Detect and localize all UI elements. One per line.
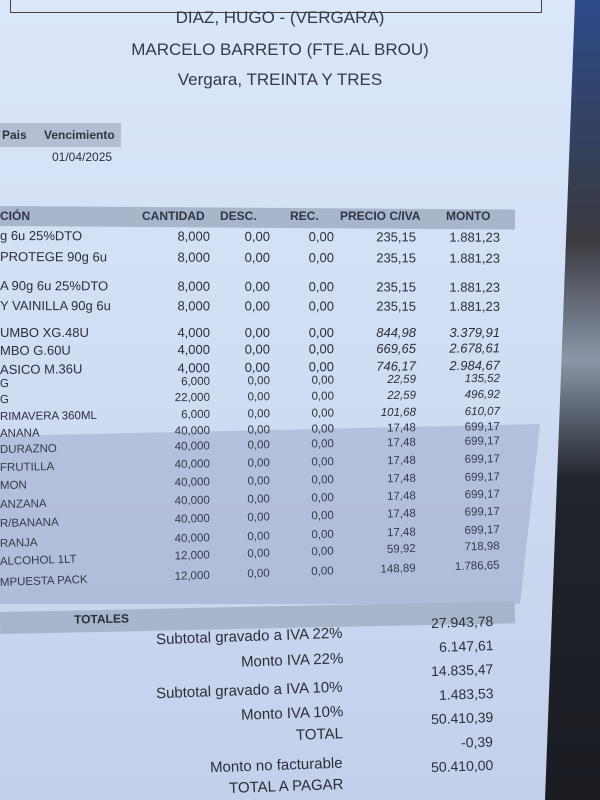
cell-desc: g 6u 25%DTO [0, 228, 83, 244]
totals-title: TOTALES [73, 611, 130, 627]
cell-rec: 0,00 [308, 341, 335, 357]
cell-rec: 0,00 [308, 359, 335, 375]
cell-qty: 8,000 [177, 298, 211, 314]
cell-desc: PROTEGE 90g 6u [0, 249, 107, 265]
cell-price: 235,15 [376, 250, 417, 266]
col-cantidad: CANTIDAD [142, 209, 205, 223]
cell-qty: 8,000 [177, 249, 211, 265]
cell-rec: 0,00 [308, 250, 335, 266]
cell-desc: UMBO XG.48U [0, 325, 89, 340]
cell-qty: 6,000 [181, 375, 211, 389]
cell-qty: 8,000 [177, 278, 211, 294]
cell-dsc: 0,00 [244, 228, 271, 244]
customer-city: Vergara, TREINTA Y TRES [177, 70, 383, 89]
totals-label: TOTAL A PAGAR [228, 776, 344, 797]
cell-amt: 496,92 [464, 388, 501, 402]
cell-rec: 0,00 [311, 407, 335, 420]
cell-dsc: 0,00 [244, 325, 270, 340]
cell-price: 235,15 [376, 279, 417, 295]
table-row: PROTEGE 90g 6u 8,000 0,00 0,00 235,15 1.881,2… [0, 249, 520, 269]
totals-value: 14.835,47 [430, 660, 494, 680]
cell-dsc: 0,00 [244, 298, 271, 314]
header-box [10, 0, 542, 13]
cell-dsc: 0,00 [247, 375, 271, 388]
cell-dsc: 0,00 [244, 249, 271, 265]
cell-price: 235,15 [376, 298, 417, 314]
table-row: UMBO XG.48U 4,000 0,00 0,00 844,98 3.379,91 [0, 325, 520, 343]
cell-price: 669,65 [376, 340, 417, 357]
cell-amt: 1.881,23 [449, 298, 501, 314]
cell-price: 235,15 [376, 229, 417, 245]
col-desc: DESC. [220, 209, 257, 223]
cell-amt: 610,07 [464, 405, 501, 419]
cell-rec: 0,00 [308, 325, 334, 340]
cell-qty: 4,000 [177, 360, 211, 376]
cell-desc: G [0, 377, 9, 390]
cell-amt: 1.881,23 [449, 279, 501, 295]
cell-dsc: 0,00 [247, 391, 271, 404]
cell-qty: 4,000 [177, 341, 211, 358]
cell-desc: ASICO M.36U [0, 361, 83, 377]
col-descripcion: CIÓN [0, 209, 30, 223]
table-row: A 90g 6u 25%DTO 8,000 0,00 0,00 235,15 1.881,… [0, 278, 520, 298]
cell-qty: 6,000 [181, 408, 211, 422]
pais-label: Pais [0, 123, 38, 147]
cell-dsc: 0,00 [247, 408, 271, 421]
totals-label: Subtotal gravado a IVA 10% [156, 678, 344, 703]
customer-name: DIAZ, HUGO - (VERGARA) [175, 8, 385, 27]
col-rec: REC. [290, 209, 319, 223]
customer-address: MARCELO BARRETO (FTE.AL BROU) [131, 40, 429, 59]
cell-amt: 1.881,23 [449, 229, 501, 245]
cell-desc: MBO G.60U [0, 342, 71, 358]
cell-amt: 2.984,67 [449, 357, 501, 374]
cell-amt: 3.379,91 [449, 325, 500, 340]
cell-price: 844,98 [376, 325, 416, 340]
cell-rec: 0,00 [308, 298, 335, 314]
cell-amt: 135,52 [464, 372, 501, 386]
col-precio: PRECIO C/IVA [340, 209, 421, 223]
totals-value: 27.943,78 [430, 612, 494, 632]
cell-desc: G [0, 393, 9, 406]
totals-label: Monto IVA 22% [240, 650, 344, 671]
cell-qty: 8,000 [177, 228, 211, 244]
table-row: Y VAINILLA 90g 6u 8,000 0,00 0,00 235,15 1.88… [0, 298, 520, 317]
cell-desc: A 90g 6u 25%DTO [0, 278, 109, 294]
totals-value: 50.410,39 [430, 708, 494, 728]
cell-price: 22,59 [387, 389, 417, 402]
cell-dsc: 0,00 [244, 359, 271, 375]
cell-qty: 22,000 [174, 391, 211, 405]
cell-rec: 0,00 [311, 374, 335, 387]
vencimiento-date: 01/04/2025 [52, 150, 113, 164]
cell-rec: 0,00 [311, 390, 335, 403]
table-row: g 6u 25%DTO 8,000 0,00 0,00 235,15 1.881,23 [0, 228, 520, 248]
cell-amt: 2.678,61 [449, 340, 501, 356]
fold-shadow [0, 424, 540, 604]
totals-label: TOTAL [295, 725, 344, 744]
cell-desc: RIMAVERA 360ML [0, 409, 97, 423]
cell-desc: Y VAINILLA 90g 6u [0, 298, 111, 314]
totals-label: Monto no facturable [210, 754, 344, 777]
cell-price: 746,17 [376, 358, 417, 374]
cell-qty: 4,000 [177, 325, 210, 340]
cell-dsc: 0,00 [244, 278, 271, 294]
cell-rec: 0,00 [308, 279, 335, 295]
cell-dsc: 0,00 [244, 341, 271, 357]
cell-rec: 0,00 [308, 229, 335, 245]
totals-value: -0,39 [460, 733, 494, 751]
invoice-paper: DIAZ, HUGO - (VERGARA) MARCELO BARRETO (… [0, 0, 575, 800]
totals-value: 6.147,61 [438, 637, 494, 655]
vencimiento-label: Vencimiento [38, 123, 121, 147]
cell-amt: 1.881,23 [449, 250, 501, 266]
col-monto: MONTO [446, 209, 491, 223]
totals-value: 50.410,00 [430, 756, 494, 776]
cell-price: 101,68 [380, 406, 417, 420]
totals-value: 1.483,53 [438, 685, 494, 703]
cell-price: 22,59 [387, 373, 417, 386]
totals-label: Monto IVA 10% [240, 703, 344, 724]
table-header-bar [0, 206, 516, 230]
